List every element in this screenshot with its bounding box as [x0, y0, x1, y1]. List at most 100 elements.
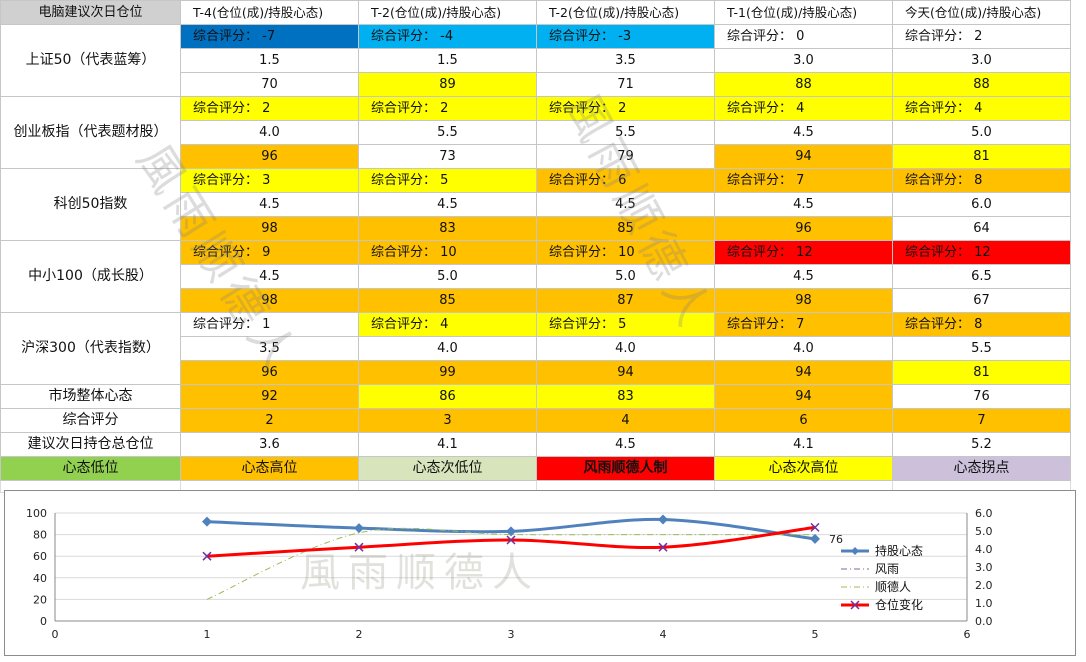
table-row: 1.5 1.5 3.5 3.0 3.0: [1, 48, 1071, 73]
mood-cell: 88: [892, 72, 1071, 97]
y2-tick-label: 4.0: [975, 543, 993, 556]
value-cell: 3.6: [180, 432, 359, 457]
data-point-x: [810, 522, 820, 532]
y2-tick-label: 0.0: [975, 615, 993, 628]
row-label: 综合评分: [0, 408, 181, 433]
score-cell: 综合评分： 9: [180, 240, 359, 265]
x-tick-label: 5: [812, 628, 819, 641]
score-cell: 综合评分： 3: [180, 168, 359, 193]
position-cell: 6.0: [892, 192, 1071, 217]
mood-cell: 64: [892, 216, 1071, 241]
score-cell: 综合评分： 7: [714, 312, 893, 337]
score-cell: 综合评分： 10: [536, 240, 715, 265]
score-cell: 综合评分： -3: [536, 24, 715, 49]
value-cell: 76: [892, 384, 1071, 409]
value-cell: 83: [536, 384, 715, 409]
table-row: 4.0 5.5 5.5 4.5 5.0: [1, 120, 1071, 145]
score-cell: 综合评分： 10: [358, 240, 537, 265]
table-row: 98 85 87 98 67: [1, 288, 1071, 313]
mood-cell: 96: [180, 144, 359, 169]
y2-tick-label: 3.0: [975, 561, 993, 574]
score-cell: 综合评分： 8: [892, 168, 1071, 193]
mood-cell: 98: [714, 288, 893, 313]
legend-label: 持股心态: [875, 543, 923, 558]
position-cell: 3.5: [536, 48, 715, 73]
position-cell: 4.5: [536, 192, 715, 217]
mood-cell: 88: [714, 72, 893, 97]
column-header: T-4(仓位(成)/持股心态): [180, 0, 359, 25]
value-cell: 94: [714, 384, 893, 409]
x-tick-label: 4: [660, 628, 667, 641]
value-cell: 4.1: [358, 432, 537, 457]
score-cell: 综合评分： 12: [714, 240, 893, 265]
series-line: [206, 527, 815, 600]
position-cell: 4.5: [714, 120, 893, 145]
position-cell: 6.5: [892, 264, 1071, 289]
mood-cell: 87: [536, 288, 715, 313]
mood-cell: 70: [180, 72, 359, 97]
value-cell: 2: [180, 408, 359, 433]
data-point-diamond: [658, 514, 668, 525]
index-label: 上证50（代表蓝筹）: [0, 24, 181, 97]
mood-cell: 85: [536, 216, 715, 241]
column-header: 今天(仓位(成)/持股心态): [892, 0, 1071, 25]
mood-cell: 94: [714, 360, 893, 385]
row-label: 市场整体心态: [0, 384, 181, 409]
x-tick-label: 0: [52, 628, 59, 641]
mood-cell: 94: [714, 144, 893, 169]
mood-cell: 85: [358, 288, 537, 313]
color-legend-cell: 心态高位: [180, 456, 359, 481]
score-cell: 综合评分： 4: [358, 312, 537, 337]
total-score-row: 综合评分 2 3 4 6 7: [0, 408, 1071, 433]
score-cell: 综合评分： 4: [714, 96, 893, 121]
color-legend-cell: 心态次高位: [714, 456, 893, 481]
score-cell: 综合评分： 12: [892, 240, 1071, 265]
legend-label: 仓位变化: [875, 597, 923, 612]
score-cell: 综合评分： 2: [536, 96, 715, 121]
table-row: 96 99 94 94 81: [1, 360, 1071, 385]
row-label: 建议次日持仓总仓位: [0, 432, 181, 457]
market-row: 市场整体心态 92 86 83 94 76: [0, 384, 1071, 409]
mood-cell: 81: [892, 144, 1071, 169]
index-label: 中小100（成长股）: [0, 240, 181, 313]
score-cell: 综合评分： 2: [892, 24, 1071, 49]
value-cell: 4.5: [536, 432, 715, 457]
mood-cell: 99: [358, 360, 537, 385]
table-row: 中小100（成长股） 综合评分： 9 综合评分： 10 综合评分： 10 综合评分： 1…: [0, 240, 1071, 313]
score-cell: 综合评分： 8: [892, 312, 1071, 337]
position-cell: 3.0: [714, 48, 893, 73]
legend-marker: [850, 600, 860, 610]
x-tick-label: 1: [204, 628, 211, 641]
score-cell: 综合评分： 7: [714, 168, 893, 193]
position-cell: 4.0: [180, 120, 359, 145]
position-cell: 5.5: [536, 120, 715, 145]
mood-cell: 73: [358, 144, 537, 169]
score-cell: 综合评分： 5: [358, 168, 537, 193]
position-table: 电脑建议次日仓位 T-4(仓位(成)/持股心态) T-2(仓位(成)/持股心态) T-…: [0, 0, 1071, 493]
y-tick-label: 40: [33, 572, 47, 585]
table-row: 4.5 4.5 4.5 4.5 6.0: [1, 192, 1071, 217]
corner-header: 电脑建议次日仓位: [0, 0, 181, 25]
mood-cell: 94: [536, 360, 715, 385]
color-legend-cell: 心态低位: [0, 456, 181, 481]
y2-tick-label: 1.0: [975, 597, 993, 610]
chart-area: 0 20 40 60 80 100 0.0 1.0 2.0 3.0 4.0 5.0 6.0 0 1 2 3 4 5 6…: [4, 490, 1076, 656]
position-cell: 4.0: [358, 336, 537, 361]
x-tick-label: 6: [964, 628, 971, 641]
position-cell: 4.0: [536, 336, 715, 361]
score-cell: 综合评分： 2: [358, 96, 537, 121]
y-tick-label: 100: [26, 507, 47, 520]
y2-tick-label: 6.0: [975, 507, 993, 520]
position-cell: 4.5: [714, 264, 893, 289]
score-cell: 综合评分： 4: [892, 96, 1071, 121]
value-cell: 4.1: [714, 432, 893, 457]
position-cell: 5.5: [358, 120, 537, 145]
line-chart: 0 20 40 60 80 100 0.0 1.0 2.0 3.0 4.0 5.0 6.0 0 1 2 3 4 5 6…: [26, 507, 993, 641]
table-row: 4.5 5.0 5.0 4.5 6.5: [1, 264, 1071, 289]
position-cell: 3.5: [180, 336, 359, 361]
value-cell: 92: [180, 384, 359, 409]
x-tick-label: 2: [356, 628, 363, 641]
position-cell: 4.5: [714, 192, 893, 217]
position-cell: 3.0: [892, 48, 1071, 73]
